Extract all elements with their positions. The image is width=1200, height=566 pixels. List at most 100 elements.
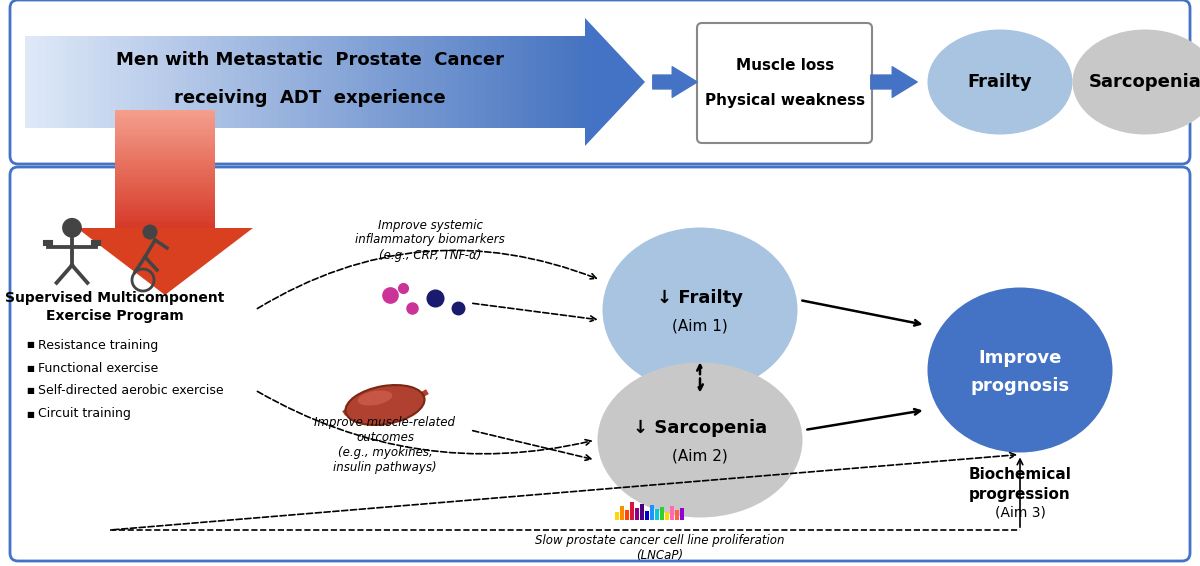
Polygon shape (115, 160, 215, 162)
Polygon shape (46, 36, 53, 128)
Polygon shape (542, 36, 550, 128)
Polygon shape (172, 36, 179, 128)
Polygon shape (115, 209, 215, 212)
Polygon shape (221, 36, 228, 128)
Polygon shape (508, 36, 515, 128)
Polygon shape (115, 138, 215, 141)
Ellipse shape (346, 385, 425, 425)
Polygon shape (529, 36, 536, 128)
Polygon shape (115, 136, 215, 138)
Polygon shape (115, 122, 215, 124)
Polygon shape (115, 216, 215, 218)
Polygon shape (630, 502, 634, 520)
Polygon shape (115, 171, 215, 174)
Polygon shape (616, 512, 619, 520)
Polygon shape (115, 190, 215, 192)
Polygon shape (670, 506, 674, 520)
Text: Exercise Program: Exercise Program (46, 309, 184, 323)
Polygon shape (242, 36, 250, 128)
Polygon shape (179, 36, 186, 128)
Polygon shape (109, 36, 116, 128)
Polygon shape (130, 36, 137, 128)
Ellipse shape (598, 362, 803, 517)
Polygon shape (340, 36, 347, 128)
Polygon shape (115, 164, 215, 166)
Ellipse shape (928, 29, 1073, 135)
Text: Biochemical: Biochemical (968, 467, 1072, 482)
Polygon shape (334, 36, 340, 128)
Polygon shape (250, 36, 256, 128)
Polygon shape (200, 36, 208, 128)
Polygon shape (115, 186, 215, 188)
Polygon shape (557, 36, 564, 128)
Polygon shape (115, 198, 215, 200)
Polygon shape (82, 36, 88, 128)
Polygon shape (389, 36, 396, 128)
Text: prognosis: prognosis (971, 377, 1069, 395)
Polygon shape (151, 36, 158, 128)
Polygon shape (115, 202, 215, 204)
Polygon shape (418, 36, 424, 128)
Polygon shape (410, 36, 418, 128)
Polygon shape (256, 36, 263, 128)
Text: ■: ■ (26, 387, 34, 396)
Polygon shape (115, 119, 215, 122)
Ellipse shape (62, 218, 82, 238)
Text: Sarcopenia: Sarcopenia (1088, 73, 1200, 91)
Polygon shape (60, 36, 67, 128)
Polygon shape (424, 36, 431, 128)
Polygon shape (292, 36, 298, 128)
Text: Improve: Improve (978, 349, 1062, 367)
Polygon shape (277, 36, 284, 128)
Polygon shape (115, 218, 215, 221)
Polygon shape (115, 188, 215, 190)
Polygon shape (502, 36, 508, 128)
Polygon shape (680, 508, 684, 520)
Polygon shape (487, 36, 494, 128)
Polygon shape (382, 36, 389, 128)
Polygon shape (115, 152, 215, 155)
Polygon shape (564, 36, 571, 128)
Polygon shape (298, 36, 305, 128)
Text: Slow prostate cancer cell line proliferation
(LNCaP): Slow prostate cancer cell line prolifera… (535, 534, 785, 562)
Polygon shape (403, 36, 410, 128)
Polygon shape (166, 36, 172, 128)
Text: Men with Metastatic  Prostate  Cancer: Men with Metastatic Prostate Cancer (116, 51, 504, 69)
Polygon shape (137, 36, 144, 128)
Polygon shape (115, 148, 215, 150)
Polygon shape (115, 200, 215, 202)
Polygon shape (115, 110, 215, 113)
Polygon shape (115, 162, 215, 164)
Polygon shape (32, 36, 38, 128)
Polygon shape (116, 36, 124, 128)
Polygon shape (473, 36, 480, 128)
Polygon shape (115, 183, 215, 186)
Polygon shape (635, 508, 640, 520)
Polygon shape (144, 36, 151, 128)
Text: Functional exercise: Functional exercise (38, 362, 158, 375)
Polygon shape (115, 134, 215, 136)
Polygon shape (115, 155, 215, 157)
Polygon shape (438, 36, 445, 128)
Text: Circuit training: Circuit training (38, 408, 131, 421)
Polygon shape (115, 113, 215, 115)
Polygon shape (284, 36, 292, 128)
Polygon shape (522, 36, 529, 128)
Ellipse shape (1073, 29, 1200, 135)
Polygon shape (326, 36, 332, 128)
Polygon shape (480, 36, 487, 128)
Polygon shape (228, 36, 235, 128)
Text: progression: progression (970, 487, 1070, 502)
Text: Resistance training: Resistance training (38, 338, 158, 351)
Polygon shape (115, 226, 215, 228)
Text: Improve systemic
inflammatory biomarkers
(e.g., CRP, TNF-α): Improve systemic inflammatory biomarkers… (355, 218, 505, 261)
Text: Physical weakness: Physical weakness (704, 92, 865, 108)
Polygon shape (158, 36, 166, 128)
Polygon shape (115, 169, 215, 171)
Polygon shape (115, 145, 215, 148)
Polygon shape (95, 36, 102, 128)
Polygon shape (115, 150, 215, 152)
Polygon shape (115, 115, 215, 117)
Polygon shape (354, 36, 361, 128)
Polygon shape (536, 36, 542, 128)
